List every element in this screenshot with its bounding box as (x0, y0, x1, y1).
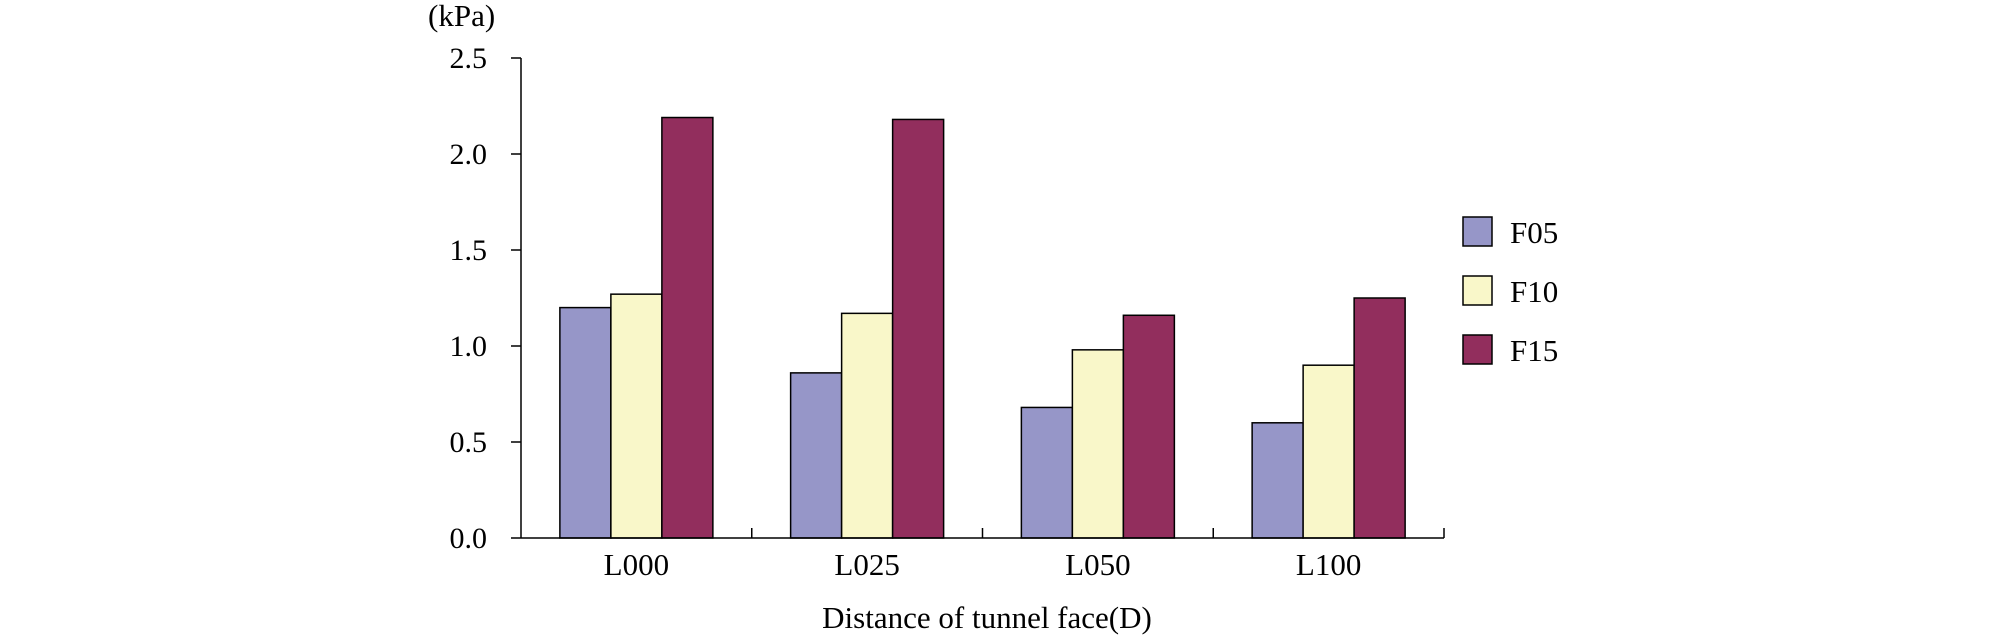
legend-swatch-f15 (1462, 334, 1493, 365)
y-tick-label: 1.0 (450, 330, 488, 363)
x-category-label: L025 (834, 547, 899, 582)
bar-f10-l100 (1302, 364, 1355, 539)
y-axis-label: (kPa) (428, 0, 495, 33)
y-tick-label: 0.5 (450, 426, 488, 459)
legend-label-f05: F05 (1510, 215, 1558, 250)
bar-f05-l025 (789, 372, 843, 539)
x-axis-label: Distance of tunnel face(D) (822, 600, 1152, 635)
bar-f15-l000 (661, 116, 714, 539)
bar-f15-l100 (1353, 297, 1406, 539)
legend: F05 F10 F15 (1462, 215, 1558, 368)
bar-f05-l000 (559, 306, 612, 539)
bar-f05-l100 (1251, 422, 1304, 539)
bar-f05-l050 (1020, 406, 1074, 539)
x-category-label: L100 (1296, 547, 1361, 582)
y-ticks-layer: 0.0 0.5 1.0 1.5 2.0 2.5 (450, 42, 521, 555)
bar-f15-l050 (1122, 314, 1176, 539)
legend-swatch-f10 (1462, 275, 1493, 306)
bar-f10-l025 (840, 312, 894, 539)
x-ticks-layer: L000 L025 L050 L100 (604, 528, 1445, 582)
y-tick-label: 1.5 (450, 234, 488, 267)
legend-label-f15: F15 (1510, 333, 1558, 368)
x-category-label: L050 (1065, 547, 1130, 582)
legend-swatch-f05 (1462, 216, 1493, 247)
y-tick-label: 2.5 (450, 42, 488, 75)
bar-f10-l000 (610, 293, 663, 539)
bar-f15-l025 (891, 118, 945, 539)
bar-f10-l050 (1071, 349, 1125, 539)
y-tick-label: 0.0 (450, 522, 488, 555)
legend-label-f10: F10 (1510, 274, 1558, 309)
y-tick-label: 2.0 (450, 138, 488, 171)
bars-layer (559, 116, 1406, 539)
x-category-label: L000 (604, 547, 669, 582)
